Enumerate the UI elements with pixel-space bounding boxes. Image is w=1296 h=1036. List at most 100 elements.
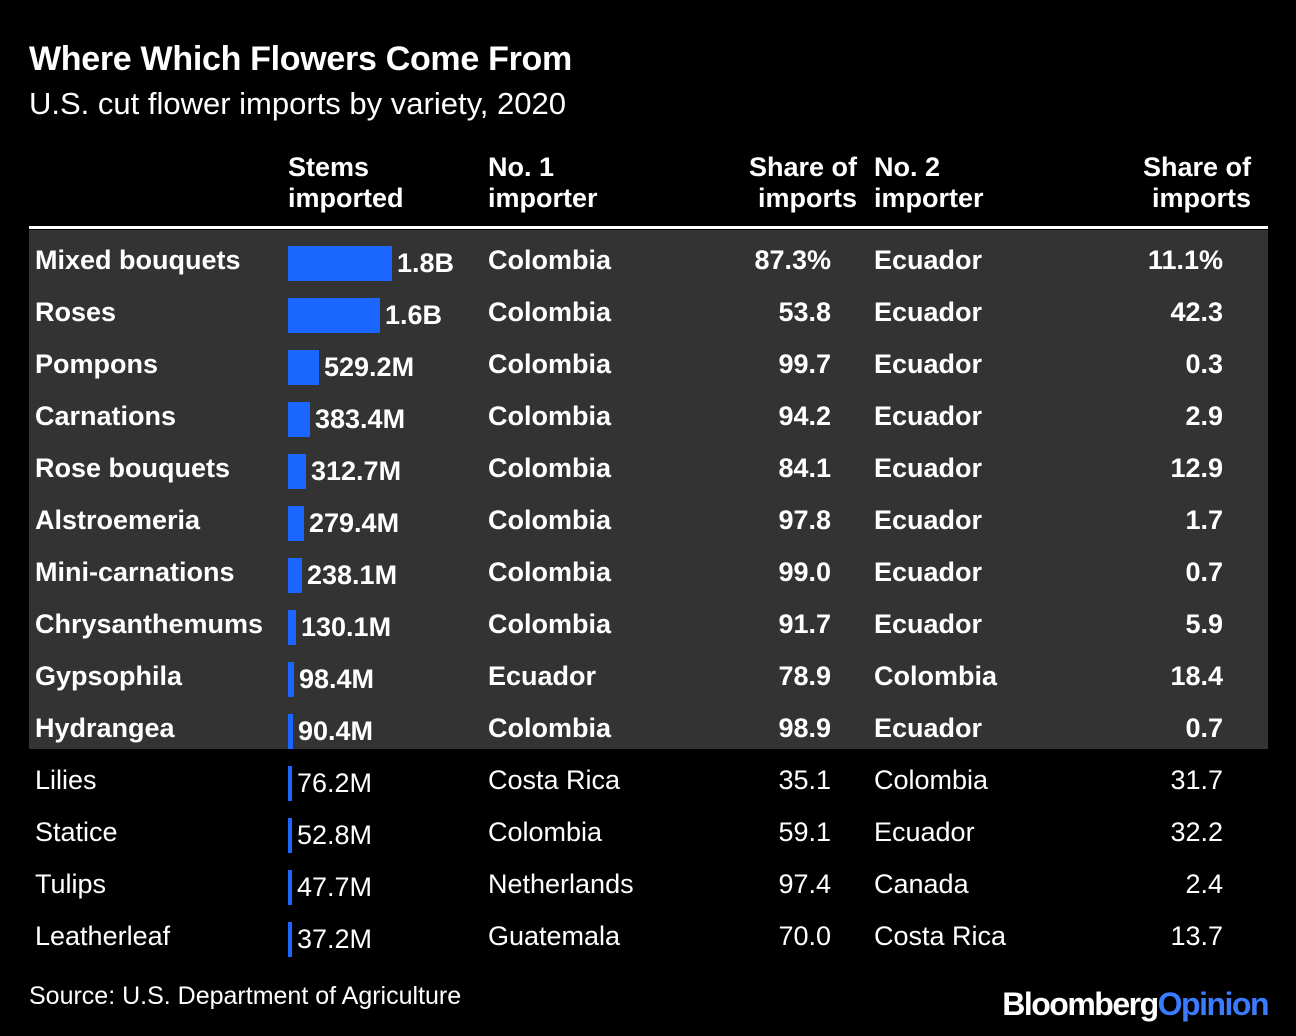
no2-importer: Ecuador [874,349,983,379]
no1-share: 99.0 [778,557,831,587]
no1-importer: Colombia [488,349,612,379]
no2-importer: Ecuador [874,505,983,535]
stems-bar [288,818,292,853]
stems-bar [288,558,302,593]
header-no1-importer: No. 1 importer [488,152,598,213]
no2-share: 13.7 [1170,921,1223,951]
variety-label: Rose bouquets [35,453,231,483]
stems-value-label: 76.2M [297,768,373,798]
stems-bar [288,350,319,385]
variety-label: Alstroemeria [35,505,201,535]
stems-bar [288,870,292,905]
table-row: Carnations 383.4M Colombia 94.2 Ecuador 2.9 [0,392,1296,444]
stems-bar [288,298,380,333]
no1-share: 91.7 [778,609,831,639]
no1-share: 97.8 [778,505,831,535]
stems-value-label: 383.4M [315,404,406,434]
no1-importer: Costa Rica [488,765,621,795]
logo-brand: Bloomberg [1002,986,1159,1022]
no2-share: 18.4 [1170,661,1223,691]
no1-importer: Colombia [488,245,612,275]
no2-importer: Ecuador [874,557,983,587]
table-row: Leatherleaf 37.2M Guatemala 70.0 Costa Rica 1… [0,912,1296,964]
no2-share: 2.9 [1185,401,1223,431]
header-stems-imported: Stems imported [288,152,404,213]
no2-importer: Ecuador [874,245,983,275]
no1-share: 84.1 [778,453,831,483]
no1-importer: Colombia [488,297,612,327]
header-share-no2: Share of imports [1142,152,1251,213]
no1-share: 59.1 [778,817,831,847]
logo-section: Opinion [1157,986,1270,1022]
stems-value-label: 37.2M [297,924,373,954]
no2-share: 12.9 [1170,453,1223,483]
table-row: Pompons 529.2M Colombia 99.7 Ecuador 0.3 [0,340,1296,392]
header-rule [29,226,1268,229]
variety-label: Tulips [35,869,107,899]
chart-subtitle: U.S. cut flower imports by variety, 2020 [29,86,566,121]
stems-value-label: 1.8B [397,248,455,278]
stems-bar [288,766,292,801]
variety-label: Gypsophila [35,661,183,691]
no1-share: 35.1 [778,765,831,795]
variety-label: Carnations [35,401,177,431]
stems-bar [288,610,296,645]
variety-label: Leatherleaf [35,921,171,951]
no2-share: 2.4 [1185,869,1223,899]
no2-importer: Ecuador [874,817,975,847]
variety-label: Pompons [35,349,159,379]
table-row: Tulips 47.7M Netherlands 97.4 Canada 2.4 [0,860,1296,912]
stems-value-label: 529.2M [324,352,415,382]
header-no2-importer: No. 2 importer [874,152,984,213]
source-note: Source: U.S. Department of Agriculture [29,982,462,1010]
no2-importer: Colombia [874,765,989,795]
no2-importer: Ecuador [874,453,983,483]
variety-label: Roses [35,297,117,327]
table-row: Mini-carnations 238.1M Colombia 99.0 Ecuador… [0,548,1296,600]
stems-bar [288,922,292,957]
stems-value-label: 98.4M [299,664,375,694]
no2-share: 42.3 [1170,297,1223,327]
table-row: Lilies 76.2M Costa Rica 35.1 Colombia 31.7 [0,756,1296,808]
stems-bar [288,402,310,437]
no2-share: 5.9 [1185,609,1223,639]
variety-label: Chrysanthemums [35,609,264,639]
no1-importer: Colombia [488,557,612,587]
no2-share: 0.7 [1185,713,1223,743]
no2-share: 0.3 [1185,349,1223,379]
variety-label: Lilies [35,765,97,795]
no1-share: 94.2 [778,401,831,431]
no1-share: 99.7 [778,349,831,379]
stems-bar [288,714,293,749]
stems-value-label: 238.1M [307,560,398,590]
no1-importer: Colombia [488,609,612,639]
no1-share: 78.9 [778,661,831,691]
table-row: Statice 52.8M Colombia 59.1 Ecuador 32.2 [0,808,1296,860]
table-row: Roses 1.6B Colombia 53.8 Ecuador 42.3 [0,288,1296,340]
table-row: Mixed bouquets 1.8B Colombia 87.3% Ecuador 11… [0,236,1296,288]
stems-bar [288,662,294,697]
no2-share: 1.7 [1185,505,1223,535]
no1-share: 53.8 [778,297,831,327]
no2-share: 31.7 [1170,765,1223,795]
table-row: Chrysanthemums 130.1M Colombia 91.7 Ecuador 5… [0,600,1296,652]
no1-importer: Guatemala [488,921,621,951]
no1-share: 87.3% [754,245,831,275]
bloomberg-opinion-logo: BloombergOpinion [1002,986,1270,1023]
no2-share: 0.7 [1185,557,1223,587]
no1-importer: Colombia [488,713,612,743]
no2-importer: Ecuador [874,297,983,327]
no1-importer: Netherlands [488,869,634,899]
no1-share: 70.0 [778,921,831,951]
no1-share: 97.4 [778,869,831,899]
no1-importer: Colombia [488,401,612,431]
header-share-no1: Share of imports [748,152,857,213]
top-ten-highlight-band [29,230,1268,749]
stems-value-label: 47.7M [297,872,373,902]
no2-importer: Ecuador [874,609,983,639]
variety-label: Mixed bouquets [35,245,241,275]
stems-bar [288,506,304,541]
no1-importer: Colombia [488,817,603,847]
no1-share: 98.9 [778,713,831,743]
no1-importer: Colombia [488,505,612,535]
